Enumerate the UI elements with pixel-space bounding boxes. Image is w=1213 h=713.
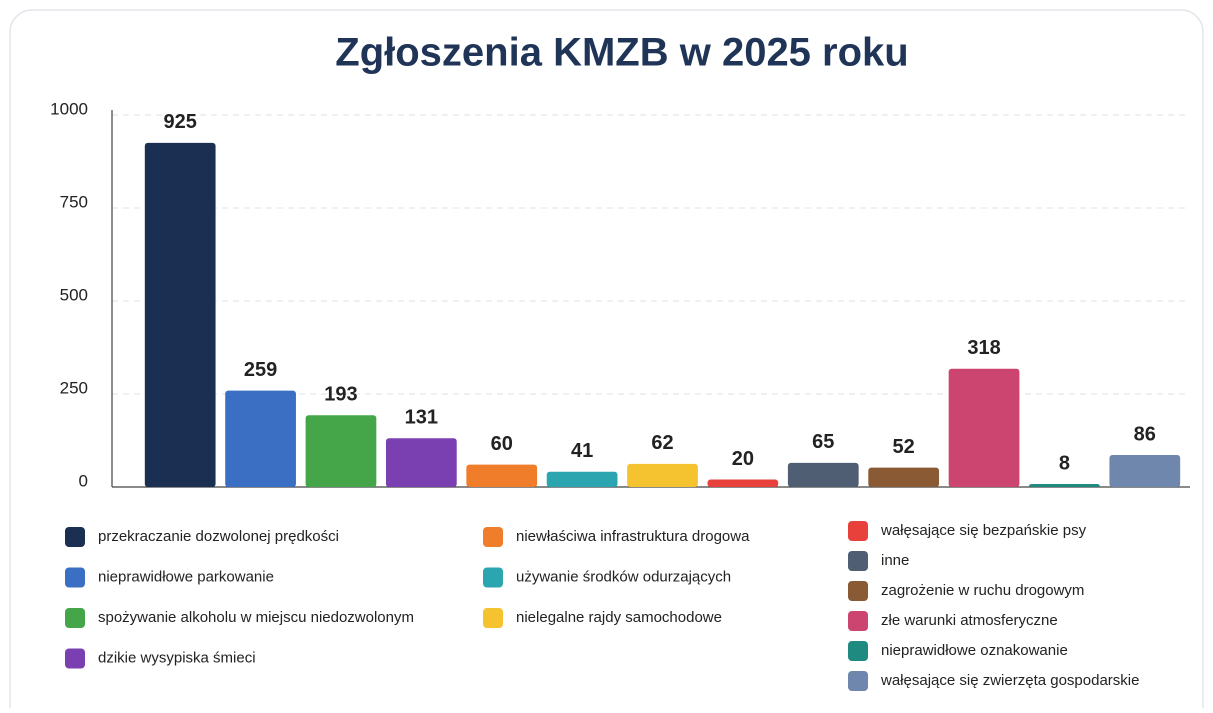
bar	[466, 464, 538, 487]
bar	[1109, 455, 1181, 487]
legend-swatch	[848, 521, 868, 541]
legend-label: dzikie wysypiska śmieci	[98, 649, 256, 666]
legend-label: złe warunki atmosferyczne	[881, 612, 1058, 629]
legend-label: używanie środków odurzających	[516, 568, 731, 585]
legend-label: nielegalne rajdy samochodowe	[516, 609, 722, 626]
value-label: 60	[491, 433, 513, 455]
value-label: 8	[1059, 452, 1070, 474]
legend-label: wałęsające się bezpańskie psy	[880, 522, 1087, 539]
legend-label: przekraczanie dozwolonej prędkości	[98, 528, 339, 545]
bar	[627, 463, 698, 487]
y-tick-label: 1000	[50, 99, 88, 118]
bar	[787, 462, 859, 487]
bar	[225, 390, 296, 487]
y-tick-label: 250	[60, 378, 88, 397]
legend-swatch	[848, 551, 868, 571]
bar	[385, 438, 457, 487]
value-label: 65	[812, 431, 834, 453]
value-label: 193	[324, 383, 357, 405]
value-label: 259	[244, 359, 277, 381]
legend-swatch	[65, 608, 85, 628]
bar	[868, 467, 940, 487]
bar	[1029, 484, 1100, 487]
legend-label: spożywanie alkoholu w miejscu niedozwolo…	[98, 609, 414, 626]
legend-swatch	[848, 581, 868, 601]
bar	[948, 368, 1020, 487]
bar	[144, 142, 216, 487]
value-label: 86	[1134, 423, 1156, 445]
legend-label: wałęsające się zwierzęta gospodarskie	[880, 672, 1139, 689]
bar	[305, 415, 377, 487]
legend-swatch	[65, 648, 85, 669]
legend-label: inne	[881, 552, 909, 569]
legend-swatch	[65, 527, 85, 547]
value-label: 52	[893, 436, 915, 458]
bar	[707, 479, 779, 487]
legend-label: niewłaściwa infrastruktura drogowa	[516, 528, 750, 545]
y-tick-label: 750	[60, 192, 88, 211]
legend-label: zagrożenie w ruchu drogowym	[881, 582, 1084, 599]
legend-label: nieprawidłowe oznakowanie	[881, 642, 1068, 659]
legend-swatch	[483, 608, 503, 628]
value-label: 131	[405, 407, 438, 429]
chart-title: Zgłoszenia KMZB w 2025 roku	[335, 31, 908, 75]
legend-swatch	[65, 567, 85, 588]
value-label: 20	[732, 448, 754, 470]
value-label: 62	[651, 432, 673, 454]
value-label: 41	[571, 440, 593, 462]
value-label: 318	[967, 337, 1000, 359]
legend-swatch	[483, 567, 503, 588]
legend-label: nieprawidłowe parkowanie	[98, 568, 274, 585]
bar	[546, 471, 618, 487]
legend-swatch	[848, 641, 868, 661]
value-label: 925	[164, 111, 197, 133]
card	[9, 9, 1204, 713]
legend-swatch	[848, 611, 868, 631]
y-tick-label: 0	[79, 471, 88, 490]
legend-swatch	[848, 671, 868, 691]
y-tick-label: 500	[60, 285, 88, 304]
legend-swatch	[483, 527, 503, 547]
